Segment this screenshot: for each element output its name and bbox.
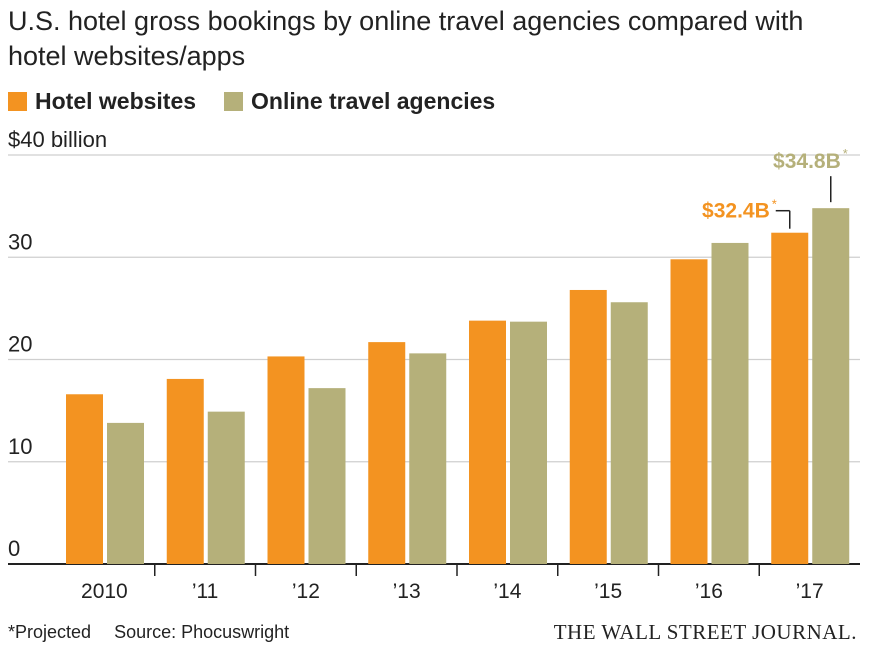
y-tick-label: $40 billion bbox=[8, 127, 107, 152]
legend-swatch-hotel-websites bbox=[8, 91, 27, 111]
bar-hotel-websites bbox=[670, 259, 708, 564]
x-tick-label: ’12 bbox=[292, 580, 320, 603]
bar-hotel-websites bbox=[66, 394, 103, 564]
bar-hotel-websites bbox=[368, 342, 406, 564]
annotation-label: $32.4B bbox=[702, 200, 770, 223]
bar-hotel-websites bbox=[469, 320, 506, 564]
bar-chart: 0 10 20 30 $40 billion 2010 ’11 ’12 ’13 ’14 ’15 ’16… bbox=[8, 127, 860, 603]
y-tick-label: 20 bbox=[8, 332, 32, 357]
legend-item-online-travel-agencies: Online travel agencies bbox=[224, 88, 495, 115]
bar-hotel-websites bbox=[166, 378, 204, 564]
bar-hotel-websites bbox=[771, 232, 809, 564]
x-tick-label: ’14 bbox=[493, 580, 521, 603]
x-tick-label: ’15 bbox=[594, 580, 622, 603]
y-tick-label: 30 bbox=[8, 229, 32, 254]
x-tick-label: ’17 bbox=[796, 580, 824, 603]
x-tick-label: ’11 bbox=[192, 580, 218, 603]
legend: Hotel websites Online travel agencies bbox=[8, 86, 523, 116]
x-tick-label: ’16 bbox=[695, 580, 723, 603]
bar-online-travel-agencies bbox=[711, 242, 749, 564]
bar-online-travel-agencies bbox=[812, 208, 850, 565]
y-tick-label: 10 bbox=[8, 434, 32, 459]
publisher-brand: THE WALL STREET JOURNAL. bbox=[553, 620, 857, 644]
projected-note: *Projected bbox=[8, 622, 92, 642]
bar-hotel-websites bbox=[267, 356, 305, 564]
source-text: Source: Phocuswright bbox=[114, 622, 290, 642]
legend-label-hotel-websites: Hotel websites bbox=[35, 87, 197, 114]
annotation-marker: * bbox=[772, 197, 777, 212]
annotation-marker: * bbox=[843, 146, 848, 161]
bar-online-travel-agencies bbox=[308, 388, 346, 564]
bar-online-travel-agencies bbox=[409, 353, 447, 564]
legend-label-online-travel-agencies: Online travel agencies bbox=[251, 87, 496, 114]
bar-online-travel-agencies bbox=[510, 321, 547, 564]
bar-online-travel-agencies bbox=[107, 422, 144, 564]
bar-online-travel-agencies bbox=[610, 302, 648, 564]
legend-item-hotel-websites: Hotel websites bbox=[8, 88, 196, 115]
x-tick-label: 2010 bbox=[81, 580, 128, 603]
bar-hotel-websites bbox=[569, 289, 607, 564]
chart-title: U.S. hotel gross bookings by online trav… bbox=[8, 6, 804, 71]
annotation-label: $34.8B bbox=[773, 150, 841, 173]
footer-note: *Projected Source: Phocuswright bbox=[8, 622, 307, 643]
x-tick-label: ’13 bbox=[393, 580, 421, 603]
bar-online-travel-agencies bbox=[207, 411, 245, 564]
y-tick-label: 0 bbox=[8, 536, 20, 561]
legend-swatch-online-travel-agencies bbox=[224, 91, 244, 111]
